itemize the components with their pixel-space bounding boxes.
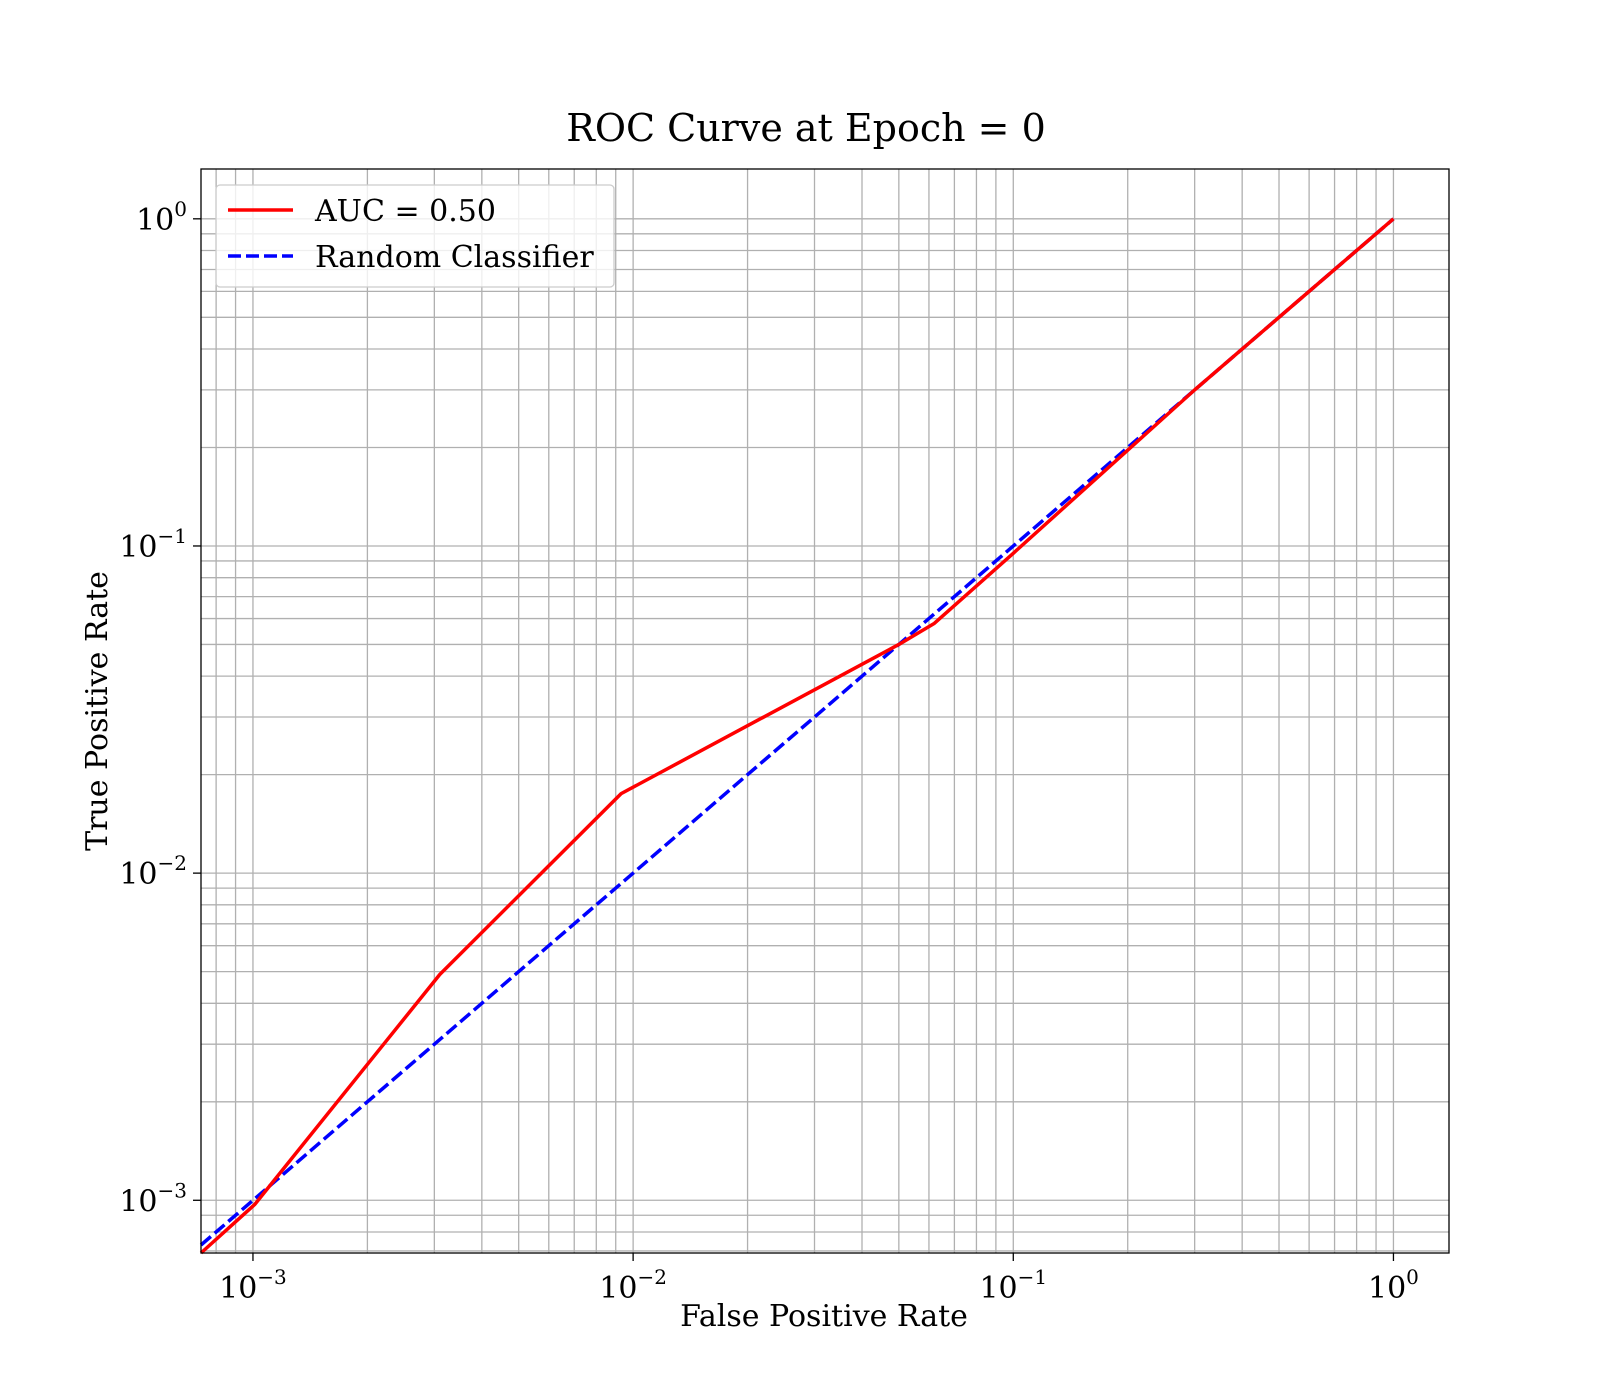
series-layer bbox=[199, 217, 1395, 1255]
series-line-random bbox=[199, 217, 1395, 1247]
x-axis-label: False Positive Rate bbox=[680, 1299, 968, 1334]
plot-frame bbox=[200, 168, 1450, 1254]
series-line-auc bbox=[199, 217, 1395, 1255]
y-axis-label: True Positive Rate bbox=[80, 571, 115, 851]
y-tick-label: 10−3 bbox=[119, 1178, 187, 1219]
y-tick-label: 100 bbox=[136, 197, 187, 238]
legend: AUC = 0.50 Random Classifier bbox=[215, 184, 615, 288]
grid bbox=[201, 169, 1449, 1253]
x-tick-label: 100 bbox=[1368, 1265, 1419, 1306]
x-tick-label: 10−1 bbox=[979, 1265, 1047, 1306]
legend-box bbox=[215, 184, 615, 288]
x-tick-label: 10−2 bbox=[599, 1265, 667, 1306]
legend-label-auc: AUC = 0.50 bbox=[314, 194, 496, 229]
chart-title: ROC Curve at Epoch = 0 bbox=[566, 106, 1046, 150]
y-tick-label: 10−1 bbox=[119, 524, 187, 565]
x-axis-ticks: 10−3 10−2 10−1 100 bbox=[219, 1253, 1419, 1306]
legend-label-random: Random Classifier bbox=[315, 240, 594, 275]
y-tick-label: 10−2 bbox=[119, 851, 187, 892]
x-tick-label: 10−3 bbox=[219, 1265, 287, 1306]
y-axis-ticks: 10−3 10−2 10−1 100 bbox=[119, 197, 201, 1219]
